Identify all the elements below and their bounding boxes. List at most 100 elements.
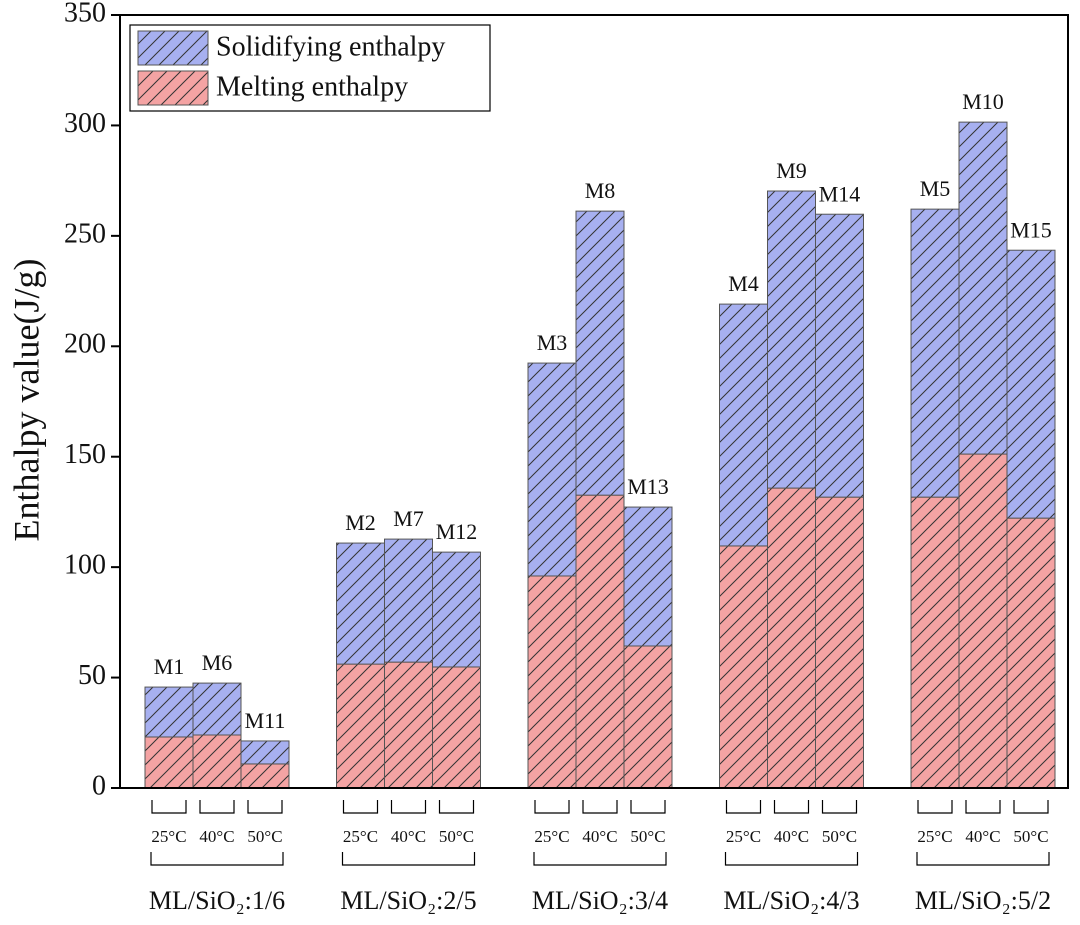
x-tick-label: 50°C (1013, 827, 1048, 846)
group-bracket (916, 852, 1050, 866)
x-tick-label: 25°C (917, 827, 952, 846)
bar-label: M12 (436, 519, 478, 544)
x-tick-label: 40°C (582, 827, 617, 846)
bar-segment (240, 740, 290, 765)
bracket (582, 800, 618, 814)
bar-label: M9 (776, 158, 807, 183)
bar-segment (432, 551, 481, 668)
bar-segment (192, 682, 242, 736)
plot-frame (119, 14, 1069, 789)
x-tick-label: 50°C (822, 827, 857, 846)
bar-segment (336, 542, 385, 665)
bar-segment (719, 303, 768, 547)
bracket (534, 800, 570, 814)
legend-swatch (137, 30, 209, 66)
bar-label: M3 (537, 330, 568, 355)
bracket (965, 800, 1001, 814)
bracket (247, 800, 283, 814)
bracket (342, 800, 379, 814)
bar-label: M2 (345, 510, 376, 535)
y-axis-title: Enthalpy value(J/g) (6, 259, 46, 542)
bar-segment (623, 506, 673, 647)
group-bracket (724, 852, 859, 866)
x-tick-label: 25°C (343, 827, 378, 846)
y-tick-label: 200 (64, 329, 106, 360)
bar-label: M15 (1010, 217, 1052, 242)
group-bracket (341, 852, 476, 866)
bar-segment (384, 661, 433, 789)
y-tick-label: 350 (64, 0, 106, 28)
x-tick-label: 40°C (774, 827, 809, 846)
y-tick-label: 150 (64, 439, 106, 470)
bracket (630, 800, 666, 814)
legend-swatch (137, 70, 209, 106)
legend-label: Melting enthalpy (216, 71, 408, 102)
bar-segment (815, 213, 864, 498)
bar-segment (958, 453, 1008, 789)
bar-segment (575, 210, 625, 496)
bracket (151, 800, 187, 814)
bracket (917, 800, 953, 814)
bracket (821, 800, 858, 814)
bracket (390, 800, 427, 814)
y-tick-label: 250 (64, 218, 106, 249)
bar-segment (958, 121, 1008, 455)
group-label: ML/SiO₂:3/4 (532, 886, 668, 915)
bar-label: M14 (819, 181, 861, 206)
bar-label: M8 (585, 178, 616, 203)
y-tick-label: 50 (78, 660, 106, 691)
bar-label: M11 (245, 708, 286, 733)
x-tick-label: 25°C (151, 827, 186, 846)
bar-segment (767, 487, 816, 789)
bar-segment (144, 686, 194, 738)
group-label: ML/SiO₂:1/6 (149, 886, 285, 915)
bar-segment (910, 496, 960, 789)
group-bracket (533, 852, 667, 866)
bar-label: M10 (962, 89, 1004, 114)
y-tick-label: 100 (64, 550, 106, 581)
bar-segment (623, 645, 673, 789)
bar-label: M1 (154, 654, 185, 679)
bar-label: M4 (728, 271, 759, 296)
x-tick-label: 25°C (534, 827, 569, 846)
group-label: ML/SiO₂:2/5 (340, 886, 476, 915)
bar-segment (575, 494, 625, 789)
x-tick-label: 50°C (247, 827, 282, 846)
bar-label: M6 (202, 650, 233, 675)
bar-segment (192, 734, 242, 789)
bar-segment (432, 666, 481, 789)
group-label: ML/SiO₂:4/3 (723, 886, 859, 915)
x-tick-label: 40°C (199, 827, 234, 846)
x-tick-label: 40°C (391, 827, 426, 846)
bracket (199, 800, 235, 814)
bar-segment (527, 575, 577, 789)
bar-label: M7 (393, 506, 424, 531)
bar-segment (719, 545, 768, 789)
bar-segment (1006, 517, 1056, 789)
bar-label: M13 (627, 474, 669, 499)
bar-segment (527, 362, 577, 577)
bar-segment (767, 190, 816, 489)
bracket (773, 800, 810, 814)
bar-segment (240, 763, 290, 789)
bar-segment (910, 208, 960, 498)
bar-label: M5 (920, 176, 951, 201)
bracket (725, 800, 762, 814)
bracket (1013, 800, 1049, 814)
bar-segment (336, 663, 385, 789)
legend-label: Solidifying enthalpy (216, 31, 445, 62)
bar-segment (144, 736, 194, 789)
x-tick-label: 40°C (965, 827, 1000, 846)
bracket (438, 800, 475, 814)
group-bracket (150, 852, 284, 866)
y-tick-label: 300 (64, 108, 106, 139)
x-tick-label: 50°C (630, 827, 665, 846)
x-tick-label: 25°C (726, 827, 761, 846)
bar-segment (384, 538, 433, 663)
x-tick-label: 50°C (439, 827, 474, 846)
bar-segment (1006, 249, 1056, 519)
group-label: ML/SiO₂:5/2 (915, 886, 1051, 915)
bar-segment (815, 496, 864, 789)
y-tick-label: 0 (92, 770, 106, 801)
